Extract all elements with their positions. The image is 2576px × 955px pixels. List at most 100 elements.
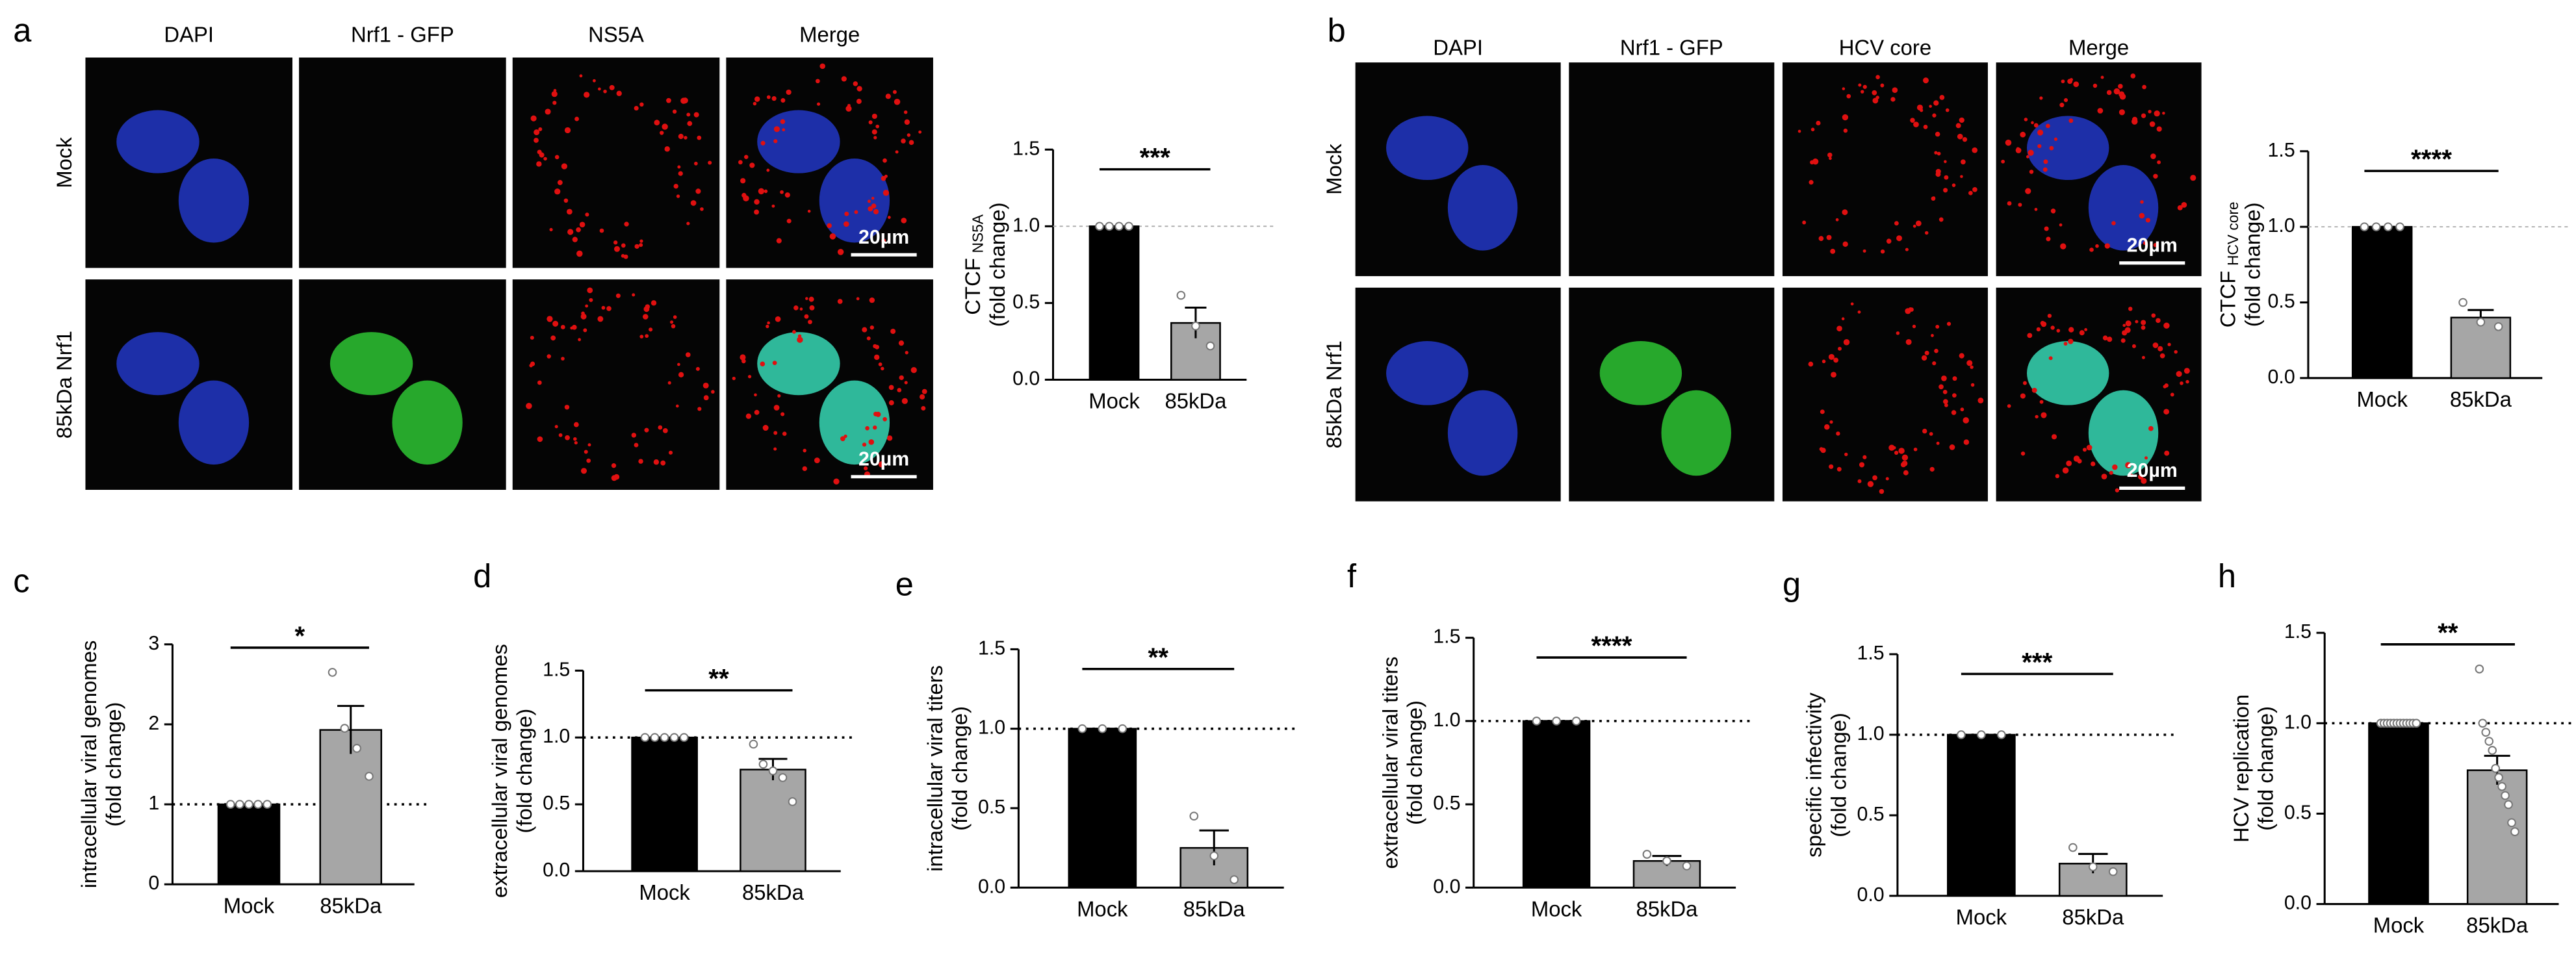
signal-dot [597, 316, 604, 322]
signal-dot [2149, 121, 2156, 127]
panel-letter: a [13, 12, 32, 49]
signal-dot [784, 192, 790, 198]
signal-dot [552, 101, 557, 105]
signal-dot [2020, 131, 2026, 138]
signal-dot [1942, 399, 1948, 404]
signal-dot [2027, 333, 2033, 338]
bar [319, 729, 383, 885]
signal-dot [2119, 91, 2125, 97]
signal-dot [526, 403, 532, 409]
data-point [2491, 764, 2500, 773]
signal-dot [534, 129, 540, 136]
signal-dot [550, 335, 556, 341]
y-tick-label: 1 [148, 793, 159, 814]
signal-dot [2018, 203, 2022, 207]
signal-dot [1960, 175, 1963, 179]
signal-dot [1934, 348, 1938, 353]
signal-dot [2031, 387, 2037, 393]
signal-dot [579, 222, 586, 227]
signal-dot [1894, 221, 1899, 226]
bar [217, 803, 281, 885]
dapi-nucleus [2088, 165, 2159, 251]
micrograph [726, 57, 933, 268]
signal-dot [2043, 159, 2048, 164]
bar [740, 769, 806, 872]
signal-dot [904, 119, 910, 125]
signal-dot [1943, 188, 1948, 193]
signal-dot [2020, 393, 2026, 399]
signal-dot [2174, 350, 2178, 354]
signal-dot [1861, 90, 1864, 94]
signal-dot [695, 366, 700, 371]
signal-dot [890, 328, 896, 334]
signal-dot [773, 447, 777, 451]
dapi-nucleus [1386, 116, 1469, 181]
signal-dot [2170, 392, 2174, 397]
signal-dot [1921, 355, 1927, 361]
signal-dot [601, 305, 606, 310]
data-point [660, 733, 669, 743]
signal-dot [653, 459, 660, 465]
data-point [365, 772, 374, 781]
signal-dot [816, 102, 821, 106]
micrograph [726, 279, 933, 490]
signal-dot [2093, 83, 2098, 88]
y-tick-label: 1.5 [2284, 621, 2312, 643]
data-point [2507, 818, 2516, 828]
data-point [2475, 664, 2484, 674]
row-label: 85kDa Nrf1 [52, 331, 76, 439]
signal-dot [745, 413, 752, 419]
signal-dot [584, 92, 590, 98]
data-point [263, 800, 272, 809]
signal-dot [1841, 317, 1845, 320]
signal-dot [2007, 404, 2011, 408]
data-point [1095, 222, 1104, 231]
data-point [2360, 222, 2369, 231]
data-point [749, 739, 758, 749]
signal-dot [660, 460, 666, 466]
signal-dot [566, 209, 573, 215]
signal-dot [2037, 129, 2044, 136]
x-tick-label: Mock [2356, 387, 2408, 411]
signal-dot [2073, 81, 2080, 88]
signal-dot [2190, 175, 2196, 181]
signal-dot [919, 394, 925, 400]
y-tick-label: 1.0 [2284, 711, 2312, 733]
signal-dot [1935, 324, 1940, 329]
signal-dot [1901, 454, 1909, 461]
signal-dot [1938, 217, 1944, 222]
signal-dot [697, 407, 702, 411]
signal-dot [708, 160, 712, 165]
signal-dot [2130, 474, 2133, 478]
signal-dot [868, 120, 873, 125]
data-point [1977, 730, 1986, 739]
signal-dot [871, 196, 875, 200]
signal-dot [1842, 209, 1848, 216]
signal-dot [2051, 434, 2057, 440]
signal-dot [2049, 146, 2054, 151]
signal-dot [754, 199, 760, 205]
signal-dot [1898, 448, 1905, 454]
signal-dot [901, 398, 908, 404]
signal-dot [2164, 383, 2169, 388]
signal-dot [2145, 456, 2148, 460]
signal-dot [1949, 444, 1955, 450]
signal-dot [1892, 87, 1898, 93]
signal-dot [2084, 327, 2087, 331]
x-tick-label: 85kDa [1183, 897, 1246, 921]
signal-dot [530, 115, 537, 121]
signal-dot [1879, 489, 1885, 494]
column-label: Merge [799, 22, 860, 46]
signal-dot [873, 209, 879, 214]
signal-dot [639, 239, 643, 243]
signal-dot [871, 114, 877, 120]
signal-dot [2041, 412, 2047, 418]
data-point [2383, 222, 2393, 231]
signal-dot [898, 340, 905, 346]
y-axis-label: (fold change) [101, 702, 125, 827]
signal-dot [2157, 346, 2163, 351]
signal-dot [764, 189, 768, 194]
signal-dot [666, 97, 671, 103]
signal-dot [1924, 350, 1929, 355]
